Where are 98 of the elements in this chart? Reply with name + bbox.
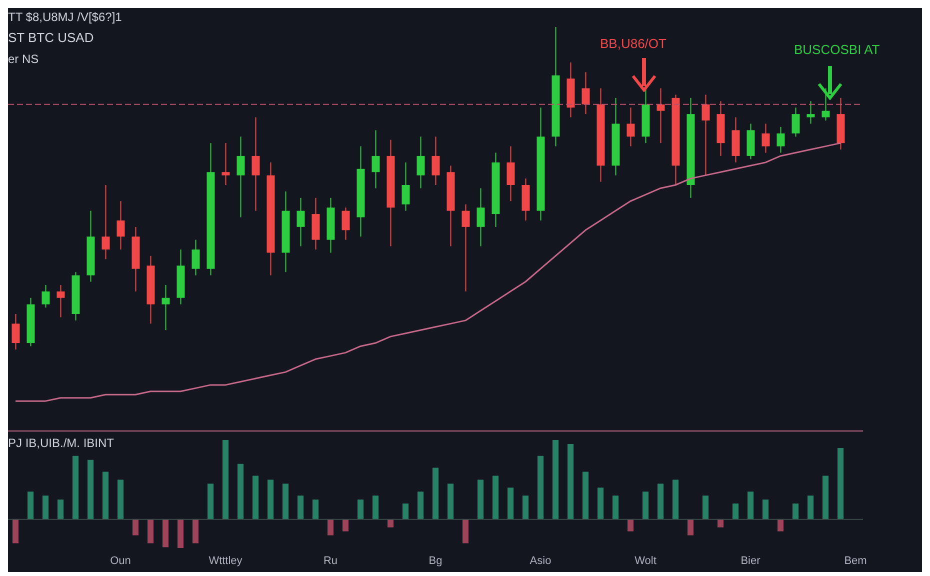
bar bbox=[508, 488, 514, 520]
x-tick-label: Wolt bbox=[634, 554, 656, 567]
candlestick bbox=[56, 284, 65, 318]
chart-subtitle: ST BTC USAD bbox=[8, 30, 94, 45]
candlestick bbox=[296, 197, 305, 247]
bar bbox=[748, 492, 754, 520]
candlestick bbox=[192, 239, 200, 276]
bar bbox=[118, 480, 124, 520]
bar bbox=[298, 496, 304, 520]
bar bbox=[238, 464, 244, 520]
bar bbox=[148, 519, 154, 544]
bar bbox=[282, 484, 288, 520]
candlestick bbox=[506, 146, 515, 202]
bar bbox=[432, 468, 438, 520]
bar bbox=[598, 488, 604, 520]
candlestick bbox=[626, 107, 635, 147]
candlestick bbox=[656, 88, 665, 144]
bar bbox=[358, 500, 364, 520]
bar bbox=[42, 496, 48, 520]
bar bbox=[312, 500, 318, 520]
candlestick bbox=[222, 142, 230, 186]
annotation: BUSCOSBI AT bbox=[794, 42, 880, 57]
candlestick bbox=[42, 284, 50, 308]
candlestick bbox=[762, 123, 770, 154]
bar bbox=[268, 480, 274, 520]
bar bbox=[28, 492, 34, 520]
bar bbox=[12, 519, 18, 544]
bar bbox=[762, 500, 768, 520]
x-tick-label: Asio bbox=[530, 554, 552, 567]
x-tick-label: Bem bbox=[844, 554, 867, 567]
candlestick bbox=[102, 184, 110, 260]
candlestick bbox=[702, 94, 710, 176]
bar bbox=[822, 476, 828, 520]
candlestick bbox=[342, 207, 350, 240]
bar bbox=[642, 492, 648, 520]
x-tick-label: Bier bbox=[740, 554, 761, 567]
x-tick-label: Wtttley bbox=[208, 554, 243, 567]
bar bbox=[162, 519, 168, 548]
candlestick bbox=[432, 136, 440, 186]
bar bbox=[658, 484, 664, 520]
bar bbox=[778, 519, 784, 532]
bar bbox=[58, 500, 64, 520]
bar bbox=[672, 480, 678, 520]
candlestick bbox=[372, 130, 380, 189]
bar bbox=[388, 519, 394, 528]
bar bbox=[492, 476, 498, 520]
x-tick-label: Oun bbox=[110, 554, 131, 567]
bar bbox=[462, 519, 468, 544]
bar bbox=[222, 440, 228, 520]
bar bbox=[418, 492, 424, 520]
bar bbox=[552, 440, 558, 520]
candlestick bbox=[416, 136, 425, 189]
candlestick bbox=[792, 107, 800, 138]
bar bbox=[808, 496, 814, 520]
candlestick bbox=[116, 200, 125, 250]
candlestick bbox=[236, 136, 245, 218]
bar bbox=[448, 484, 454, 520]
chart-title: PJ IB,UIB./M. IBINT bbox=[8, 436, 114, 450]
bar bbox=[102, 472, 108, 520]
bar bbox=[192, 519, 198, 544]
bar bbox=[568, 444, 574, 520]
bar bbox=[792, 504, 798, 520]
bar bbox=[208, 484, 214, 520]
bar bbox=[612, 496, 618, 520]
bar bbox=[478, 480, 484, 520]
bar bbox=[402, 504, 408, 520]
candlestick bbox=[776, 126, 785, 154]
bar bbox=[88, 460, 94, 520]
bar bbox=[328, 519, 334, 536]
bar bbox=[838, 448, 844, 520]
candlestick bbox=[822, 88, 830, 121]
candlestick bbox=[462, 204, 470, 292]
candlestick bbox=[12, 314, 20, 350]
bar bbox=[702, 496, 708, 520]
bar bbox=[178, 519, 184, 548]
bar bbox=[72, 456, 78, 520]
candlestick bbox=[252, 116, 260, 212]
bar bbox=[628, 519, 634, 532]
candlestick bbox=[806, 100, 815, 124]
bar bbox=[732, 504, 738, 520]
bar bbox=[372, 496, 378, 520]
bar bbox=[688, 519, 694, 536]
bar bbox=[582, 472, 588, 520]
bar bbox=[718, 519, 724, 528]
candlestick bbox=[582, 72, 590, 115]
candlestick bbox=[476, 188, 485, 247]
bar bbox=[252, 476, 258, 520]
candlestick bbox=[162, 284, 170, 331]
annotation: er NS bbox=[8, 52, 39, 66]
x-tick-label: Ru bbox=[323, 554, 338, 567]
candlestick bbox=[402, 162, 410, 212]
x-tick-label: Bg bbox=[428, 554, 442, 567]
bar bbox=[132, 519, 138, 536]
chart-title: TT $8,U8MJ /V[$6?]1 bbox=[8, 10, 122, 24]
annotation: BB,U86/OT bbox=[600, 36, 666, 51]
bar bbox=[522, 496, 528, 520]
bar bbox=[538, 456, 544, 520]
bar bbox=[342, 519, 348, 532]
